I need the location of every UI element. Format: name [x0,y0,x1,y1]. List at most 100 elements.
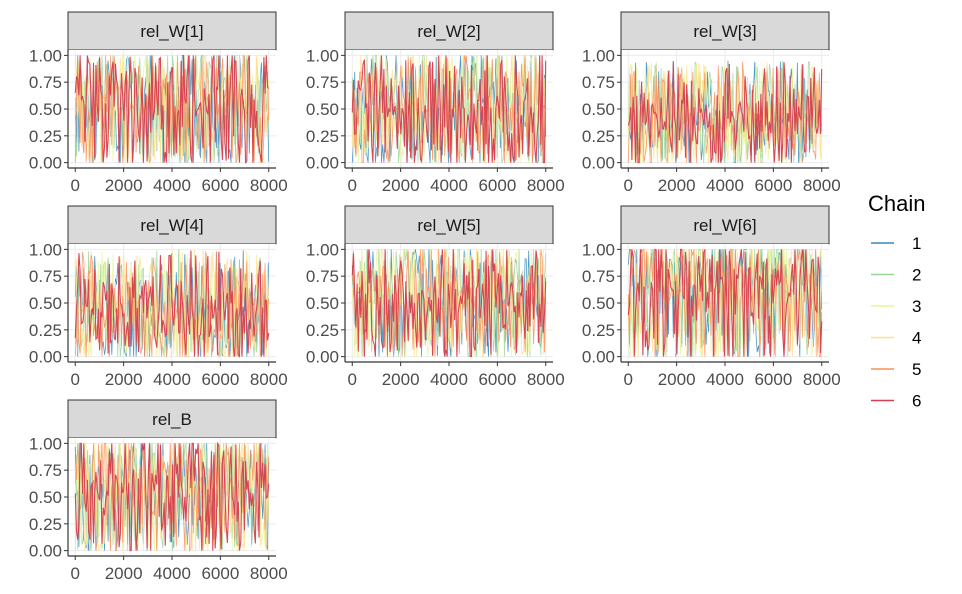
facet-title: rel_W[1] [140,22,203,41]
x-tick-label: 4000 [706,176,744,195]
y-tick-label: 1.00 [29,434,62,453]
legend-label-6: 6 [912,392,921,411]
y-tick-label: 0.75 [29,73,62,92]
trace-chain-4 [74,443,270,552]
x-tick-label: 0 [348,370,357,389]
x-tick-label: 2000 [382,176,420,195]
x-tick-label: 6000 [201,564,239,583]
y-tick-label: 0.75 [582,73,615,92]
x-tick-label: 2000 [105,370,143,389]
facet-panel-7: rel_B 0.00 0.25 0.50 0.75 1.00 0 2000 4000 6000 80… [29,399,288,583]
y-tick-label: 0.50 [306,100,339,119]
facet-title: rel_W[6] [693,216,756,235]
facet-strip [344,205,554,245]
legend-label-3: 3 [912,297,921,316]
trace-group [74,249,270,359]
y-tick-label: 0.25 [582,127,615,146]
facet-panel-3: rel_W[3] 0.00 0.25 0.50 0.75 1.00 0 2000 4000 600… [582,11,841,195]
x-tick-label: 0 [71,176,80,195]
legend-label-2: 2 [912,266,921,285]
y-tick-label: 0.75 [29,461,62,480]
x-tick-label: 4000 [153,564,191,583]
x-tick-label: 6000 [754,370,792,389]
y-tick-label: 1.00 [29,46,62,65]
x-tick-label: 6000 [201,370,239,389]
legend-title: Chain [868,191,925,216]
y-tick-label: 0.25 [29,127,62,146]
y-tick-label: 0.75 [306,267,339,286]
trace-chain-6 [351,249,547,358]
x-tick-label: 2000 [658,370,696,389]
x-tick-label: 4000 [153,370,191,389]
legend: Chain 1 2 3 4 5 6 [868,191,925,411]
y-tick-label: 0.50 [582,100,615,119]
x-tick-label: 2000 [658,176,696,195]
x-tick-label: 8000 [250,176,288,195]
x-tick-label: 8000 [803,176,841,195]
x-tick-label: 0 [71,564,80,583]
y-tick-label: 0.00 [306,348,339,367]
y-tick-label: 0.25 [582,321,615,340]
legend-label-5: 5 [912,360,921,379]
facet-strip [67,11,277,51]
y-tick-label: 0.50 [29,294,62,313]
x-tick-label: 4000 [153,176,191,195]
trace-group [627,247,823,358]
x-tick-label: 8000 [803,370,841,389]
y-tick-label: 0.50 [29,488,62,507]
x-tick-label: 8000 [527,176,565,195]
y-tick-label: 0.25 [306,321,339,340]
trace-group [627,60,823,164]
y-tick-label: 0.50 [582,294,615,313]
trace-group [351,248,547,359]
y-tick-label: 0.75 [29,267,62,286]
facet-panel-5: rel_W[5] 0.00 0.25 0.50 0.75 1.00 0 2000 4000 600… [306,205,565,389]
y-tick-label: 0.75 [582,267,615,286]
trace-chain-6 [351,55,547,164]
y-tick-label: 1.00 [582,240,615,259]
y-tick-label: 0.25 [29,321,62,340]
trace-chain-6 [74,441,270,552]
x-tick-label: 0 [624,176,633,195]
x-tick-label: 8000 [250,564,288,583]
trace-chain-6 [627,61,823,164]
y-tick-label: 0.50 [306,294,339,313]
trace-chain-5 [74,53,270,163]
y-tick-label: 1.00 [306,240,339,259]
facet-panel-1: rel_W[1] 0.00 0.25 0.50 0.75 1.00 0 2000 4000 600… [29,11,288,195]
facet-strip [344,11,554,51]
y-tick-label: 0.00 [582,154,615,173]
y-tick-label: 0.00 [306,154,339,173]
trace-chain-6 [627,248,823,357]
x-tick-label: 8000 [527,370,565,389]
x-tick-label: 4000 [430,176,468,195]
x-tick-label: 0 [624,370,633,389]
x-tick-label: 4000 [706,370,744,389]
x-tick-label: 0 [71,370,80,389]
trace-group [74,441,270,553]
trace-chain-6 [74,55,270,164]
y-tick-label: 0.25 [29,515,62,534]
x-tick-label: 2000 [105,176,143,195]
x-tick-label: 2000 [105,564,143,583]
trace-group [74,53,270,164]
y-tick-label: 0.75 [306,73,339,92]
facet-title: rel_W[5] [417,216,480,235]
x-tick-label: 6000 [201,176,239,195]
legend-label-4: 4 [912,329,921,348]
y-tick-label: 1.00 [306,46,339,65]
y-tick-label: 1.00 [582,46,615,65]
legend-label-1: 1 [912,234,921,253]
facet-strip [67,205,277,245]
x-tick-label: 4000 [430,370,468,389]
y-tick-label: 0.00 [29,542,62,561]
x-tick-label: 8000 [250,370,288,389]
x-tick-label: 6000 [754,176,792,195]
facet-panel-2: rel_W[2] 0.00 0.25 0.50 0.75 1.00 0 2000 4000 600… [306,11,565,195]
facet-title: rel_W[4] [140,216,203,235]
facet-panel-4: rel_W[4] 0.00 0.25 0.50 0.75 1.00 0 2000 4000 600… [29,205,288,389]
trace-group [351,54,547,164]
y-tick-label: 1.00 [29,240,62,259]
x-tick-label: 0 [348,176,357,195]
